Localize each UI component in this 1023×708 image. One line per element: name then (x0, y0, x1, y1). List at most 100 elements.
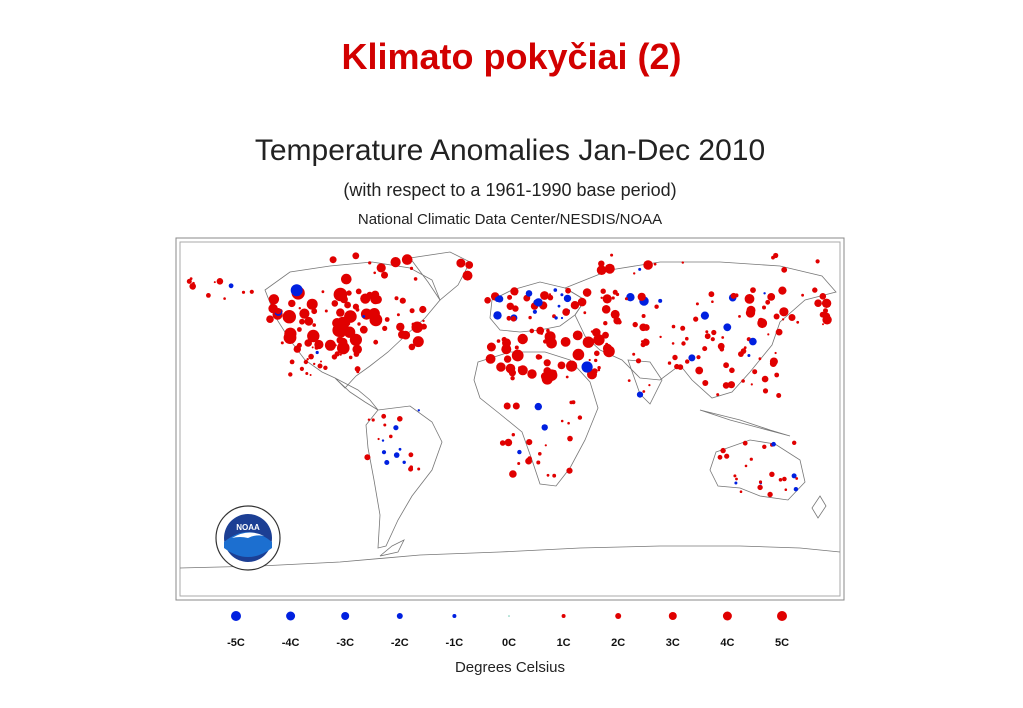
anomaly-dot (507, 294, 513, 300)
anomaly-dot (538, 452, 542, 456)
anomaly-dot (680, 325, 686, 331)
anomaly-dot (641, 314, 646, 318)
anomaly-dot (822, 315, 832, 325)
anomaly-dot (735, 477, 738, 481)
anomaly-dot (331, 300, 339, 307)
anomaly-dot (511, 349, 524, 362)
anomaly-dot (527, 456, 532, 461)
anomaly-dot (510, 287, 519, 296)
anomaly-dot (324, 309, 328, 313)
anomaly-dot (611, 296, 615, 300)
legend-dot (668, 612, 677, 620)
anomaly-dot (517, 365, 528, 376)
anomaly-dot (569, 400, 573, 405)
anomaly-dot (667, 361, 672, 365)
legend-dot (722, 611, 732, 621)
anomaly-dot (420, 323, 427, 330)
anomaly-dot (384, 317, 390, 322)
anomaly-dot (419, 305, 427, 314)
anomaly-dot (544, 444, 547, 447)
anomaly-dot (334, 351, 340, 357)
anomaly-dot (354, 366, 361, 372)
anomaly-dot (812, 287, 818, 293)
anomaly-dot (601, 305, 611, 314)
anomaly-dot (367, 418, 371, 421)
anomaly-dot (417, 409, 420, 412)
anomaly-dot (565, 375, 569, 379)
anomaly-dot (688, 354, 696, 362)
anomaly-dot (496, 295, 504, 303)
anomaly-dot (638, 267, 642, 271)
anomaly-dot (642, 390, 646, 393)
anomaly-dot (462, 270, 473, 281)
anomaly-dot (299, 366, 304, 371)
anomaly-dot (512, 402, 520, 410)
anomaly-dot (525, 290, 533, 297)
anomaly-dot (546, 328, 550, 333)
anomaly-dot (779, 307, 789, 317)
anomaly-dot (266, 315, 274, 324)
logo-text: NOAA (236, 523, 260, 532)
anomaly-dot (744, 294, 755, 304)
anomaly-dot (659, 335, 662, 339)
anomaly-dot (750, 383, 753, 386)
anomaly-dot (821, 298, 832, 308)
legend-dot (231, 611, 241, 621)
legend-dot (777, 611, 787, 621)
anomaly-dot (352, 344, 363, 355)
anomaly-dot (560, 293, 564, 297)
anomaly-dot (643, 260, 653, 270)
anomaly-dot (654, 304, 659, 309)
anomaly-dot (565, 287, 571, 294)
anomaly-dot (566, 467, 573, 474)
anomaly-dot (723, 362, 729, 369)
anomaly-dot (422, 319, 425, 323)
anomaly-dot (352, 303, 359, 310)
anomaly-dot (814, 299, 822, 308)
anomaly-dot (314, 345, 319, 350)
anomaly-dot (711, 329, 717, 336)
legend-item-label: -1C (446, 637, 464, 649)
anomaly-dot (648, 384, 651, 387)
anomaly-dot (717, 342, 725, 350)
anomaly-dot (216, 278, 224, 285)
anomaly-dot (323, 365, 328, 370)
anomaly-dot (653, 262, 657, 266)
anomaly-dot (517, 333, 528, 345)
anomaly-dot (788, 314, 796, 321)
anomaly-dot (635, 358, 642, 364)
anomaly-dot (536, 460, 541, 465)
anomaly-dot (534, 402, 542, 411)
anomaly-dot (339, 353, 342, 356)
anomaly-dot (371, 418, 375, 422)
legend-item-label: -2C (391, 637, 409, 649)
legend-dot (561, 614, 566, 618)
anomaly-dot (352, 252, 360, 260)
anomaly-dot (693, 316, 699, 322)
anomaly-dot (801, 293, 804, 297)
legend-unit-label: Degrees Celsius (454, 659, 566, 676)
anomaly-dot (393, 452, 400, 458)
anomaly-dot (308, 353, 314, 360)
anomaly-dot (610, 253, 614, 257)
anomaly-dot (705, 330, 709, 334)
anomaly-dot (720, 447, 726, 454)
anomaly-dot (557, 361, 566, 370)
anomaly-dot (774, 372, 780, 378)
anomaly-dot (791, 473, 797, 479)
anomaly-dot (782, 476, 787, 482)
anomaly-dot (324, 339, 336, 351)
anomaly-dot (343, 326, 356, 338)
anomaly-dot (307, 329, 320, 343)
anomaly-dot (637, 292, 646, 301)
anomaly-dot (376, 263, 386, 273)
anomaly-dot (268, 303, 278, 314)
anomaly-dot (490, 345, 494, 349)
anomaly-dot (306, 298, 318, 310)
anomaly-dot (761, 375, 769, 383)
anomaly-dot (775, 328, 783, 336)
anomaly-dot (771, 441, 776, 447)
anomaly-dot (296, 342, 302, 348)
anomaly-dot (373, 271, 377, 275)
anomaly-dot (485, 354, 496, 364)
